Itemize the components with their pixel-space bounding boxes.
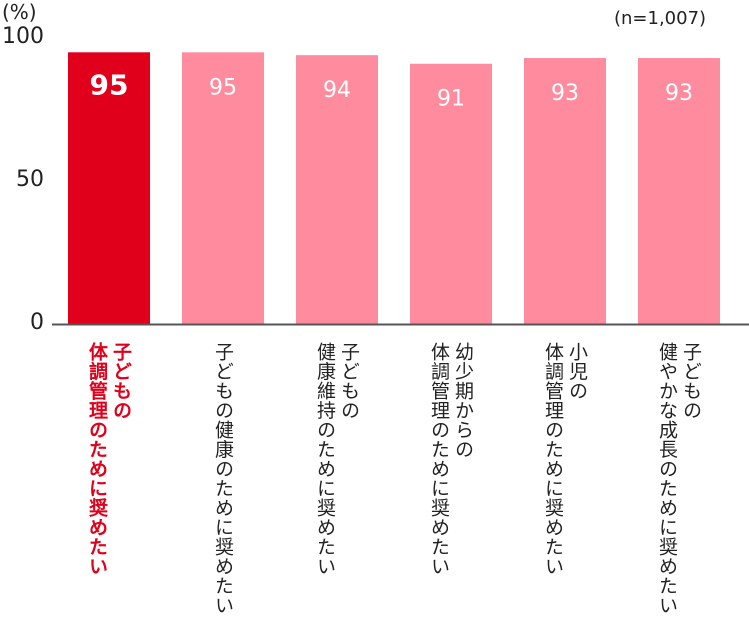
bar <box>68 52 150 325</box>
data-label: 93 <box>551 81 579 106</box>
x-tick-label-line: 体調管理のために奨めたい <box>86 342 108 576</box>
x-tick-label-line: 子どもの <box>110 342 132 420</box>
y-tick-label: 100 <box>2 24 44 49</box>
data-label: 95 <box>90 68 129 101</box>
x-tick-label-line: 子どもの <box>680 342 702 420</box>
data-label: 94 <box>323 78 351 103</box>
x-tick-label: 幼少期からの 体調管理のために奨めたい <box>427 342 475 576</box>
bar <box>410 63 492 325</box>
y-tick-label: 0 <box>30 310 44 335</box>
x-tick-label-line: 子どもの <box>338 342 360 420</box>
x-tick-label: 子どもの 健康維持のために奨めたい <box>313 342 361 576</box>
x-tick-label: 子どもの 体調管理のために奨めたい <box>85 342 133 576</box>
data-label: 93 <box>665 81 693 106</box>
x-tick-label: 小児の 体調管理のために奨めたい <box>541 342 589 576</box>
x-tick-label: 子どもの健康のために奨めたい <box>211 342 235 615</box>
x-tick-label-line: 体調管理のために奨めたい <box>428 342 450 576</box>
bar <box>296 55 378 324</box>
x-tick-label-line: 幼少期からの <box>452 342 474 459</box>
x-tick-label-line: 子どもの健康のために奨めたい <box>212 342 234 615</box>
x-tick-label-line: 体調管理のために奨めたい <box>542 342 564 576</box>
data-label: 95 <box>209 75 237 100</box>
x-tick-label: 子どもの 健やかな成長のために奨めたい <box>655 342 703 615</box>
x-tick-label-line: 健康維持のために奨めたい <box>314 342 336 576</box>
unit-label: (%) <box>2 0 37 24</box>
bar <box>182 52 264 325</box>
x-tick-label-line: 健やかな成長のために奨めたい <box>656 342 678 615</box>
data-label: 91 <box>437 87 465 112</box>
bar <box>638 58 720 325</box>
x-tick-label-line: 小児の <box>566 342 588 401</box>
y-tick-label: 50 <box>16 167 44 192</box>
sample-size-label: (n=1,007) <box>614 8 707 29</box>
bars-group: 95 95 94 91 93 93 <box>68 52 720 325</box>
bar <box>524 58 606 325</box>
